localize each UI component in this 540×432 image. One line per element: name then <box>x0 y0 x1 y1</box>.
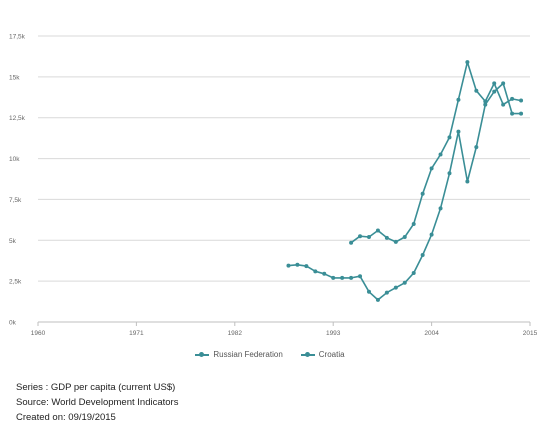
data-point-croatia <box>510 96 515 101</box>
legend-item-russian-federation[interactable]: Russian Federation <box>195 350 283 359</box>
data-point-croatia <box>358 234 363 239</box>
data-point-russian-federation <box>465 179 470 184</box>
data-point-russian-federation <box>447 171 452 176</box>
legend-label-croatia: Croatia <box>318 350 345 359</box>
data-point-croatia <box>456 97 461 102</box>
data-point-croatia <box>420 191 425 196</box>
legend-line-marker-icon <box>195 351 210 359</box>
data-point-russian-federation <box>411 270 416 275</box>
data-point-russian-federation <box>492 89 497 94</box>
line-chart: 0k 2,5k 5k 7,5k 10k 12,5k 15k 17,5k 1960 1971 1982… <box>9 34 538 338</box>
data-point-russian-federation <box>474 145 479 150</box>
y-tick-label: 0k <box>9 320 17 327</box>
data-point-croatia <box>447 135 452 140</box>
data-point-russian-federation <box>483 102 488 107</box>
data-point-russian-federation <box>501 81 506 86</box>
series-description: Series : GDP per capita (current US$) <box>16 382 176 393</box>
data-point-russian-federation <box>420 252 425 257</box>
data-point-russian-federation <box>331 275 336 280</box>
data-point-russian-federation <box>304 264 309 269</box>
y-tick-label: 2,5k <box>9 279 22 286</box>
series-line-croatia <box>350 61 522 244</box>
y-tick-label: 15k <box>9 74 20 81</box>
data-point-russian-federation <box>313 269 318 274</box>
legend-line-marker-icon <box>300 351 315 359</box>
data-point-russian-federation <box>393 285 398 290</box>
data-point-russian-federation <box>429 232 434 237</box>
y-tick-label: 12,5k <box>9 115 26 122</box>
data-point-croatia <box>393 239 398 244</box>
x-tick-label: 1960 <box>31 330 46 337</box>
data-point-russian-federation <box>286 263 291 268</box>
data-point-croatia <box>411 221 416 226</box>
y-tick-label: 7,5k <box>9 197 22 204</box>
data-point-russian-federation <box>384 290 389 295</box>
data-point-croatia <box>438 152 443 157</box>
data-point-croatia <box>375 228 380 233</box>
source-description: Source: World Development Indicators <box>16 397 179 408</box>
data-point-croatia <box>366 235 371 240</box>
data-point-russian-federation <box>366 289 371 294</box>
data-point-russian-federation <box>402 280 407 285</box>
data-point-russian-federation <box>438 206 443 211</box>
data-point-croatia <box>384 235 389 240</box>
data-point-croatia <box>349 240 354 245</box>
x-tick-label: 2004 <box>424 330 439 337</box>
data-point-croatia <box>402 235 407 240</box>
data-point-croatia <box>474 88 479 93</box>
x-tick-label: 1993 <box>326 330 341 337</box>
data-point-russian-federation <box>519 111 524 116</box>
data-point-croatia <box>429 166 434 171</box>
data-point-russian-federation <box>349 275 354 280</box>
data-point-russian-federation <box>322 271 327 276</box>
y-tick-label: 17,5k <box>9 34 26 41</box>
chart-legend: Russian Federation Croatia <box>0 350 540 359</box>
x-tick-label: 2015 <box>523 330 538 337</box>
data-point-russian-federation <box>375 297 380 302</box>
data-point-russian-federation <box>358 274 363 279</box>
y-tick-label: 10k <box>9 156 20 163</box>
chart-metadata: Series : GDP per capita (current US$) So… <box>16 380 178 425</box>
legend-label-russian-federation: Russian Federation <box>213 350 283 359</box>
data-point-russian-federation <box>295 262 300 267</box>
data-point-croatia <box>492 81 497 86</box>
data-point-russian-federation <box>456 129 461 134</box>
data-point-croatia <box>483 99 488 104</box>
data-point-croatia <box>501 102 506 107</box>
data-point-russian-federation <box>340 275 345 280</box>
series-line-russian-federation <box>288 82 522 301</box>
data-point-croatia <box>519 98 524 103</box>
legend-item-croatia[interactable]: Croatia <box>300 350 345 359</box>
x-tick-label: 1971 <box>129 330 144 337</box>
y-tick-label: 5k <box>9 238 17 245</box>
data-point-russian-federation <box>510 111 515 116</box>
x-tick-label: 1982 <box>228 330 243 337</box>
created-date: Created on: 09/19/2015 <box>16 412 116 423</box>
data-point-croatia <box>465 60 470 65</box>
